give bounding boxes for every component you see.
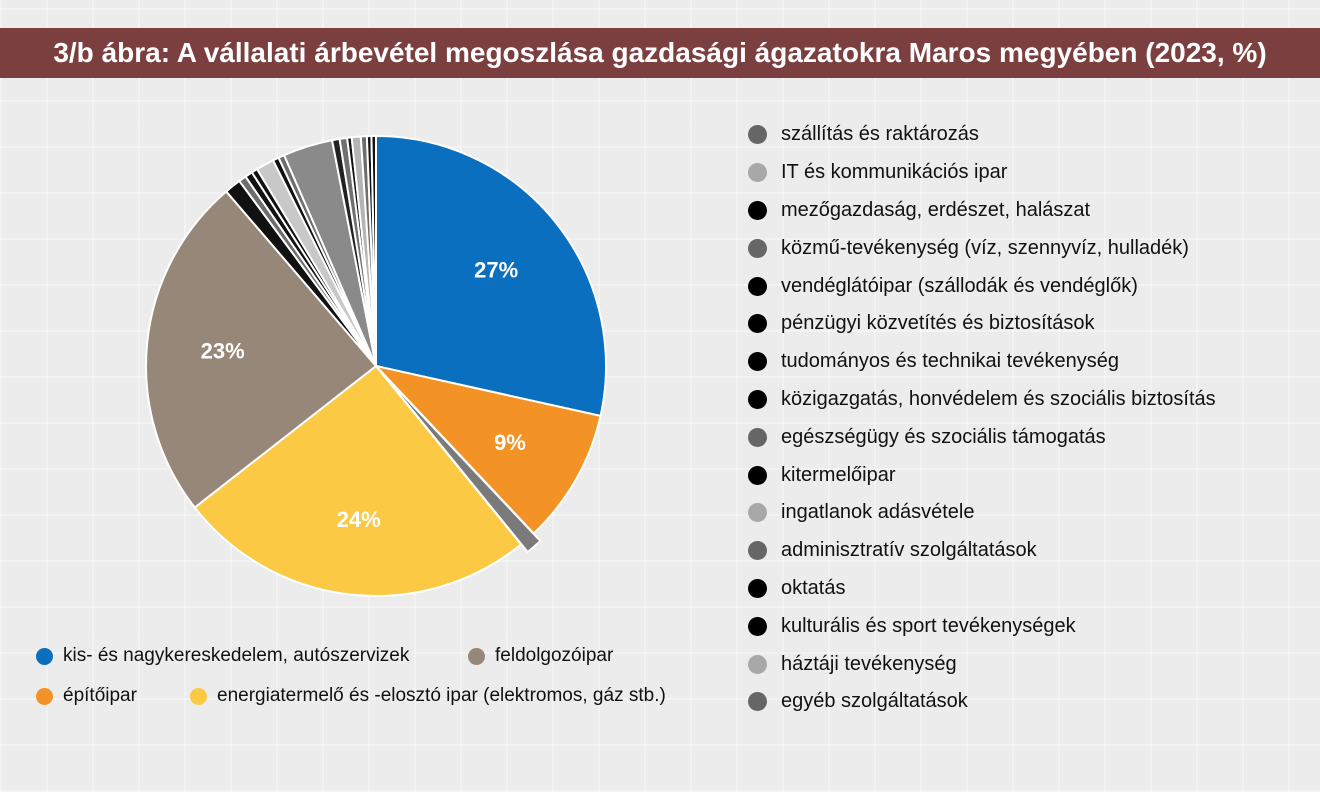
legend-item: háztáji tevékenység (748, 645, 1216, 683)
pie-slice (370, 134, 377, 367)
legend-dot (748, 238, 767, 258)
right-legend: szállítás és raktározás IT és kommunikáci… (748, 116, 1216, 721)
pie-slice (375, 134, 607, 418)
slice-label: 24% (337, 507, 381, 532)
legend-item: közmű-tevékenység (víz, szennyvíz, hulla… (748, 229, 1216, 267)
legend-item: IT és kommunikációs ipar (748, 154, 1216, 192)
legend-dot (748, 465, 767, 485)
legend-item: tudományos és technikai tevékenység (748, 343, 1216, 381)
legend-item: közigazgatás, honvédelem és szociális bi… (748, 381, 1216, 419)
legend-dot (748, 503, 767, 523)
legend-dot (36, 647, 53, 665)
legend-item: egyéb szolgáltatások (748, 683, 1216, 721)
legend-dot (748, 389, 767, 409)
legend-label: vendéglátóipar (szállodák és vendéglők) (781, 274, 1138, 297)
legend-item-energy: energiatermelő és -elosztó ipar (elektro… (190, 685, 666, 707)
legend-item-trade: kis- és nagykereskedelem, autószervizek (36, 645, 409, 667)
legend-item-manufacturing: feldolgozóipar (468, 645, 613, 667)
legend-label: közigazgatás, honvédelem és szociális bi… (781, 387, 1216, 410)
legend-label: ingatlanok adásvétele (781, 501, 975, 524)
slice-label: 23% (201, 339, 245, 364)
legend-item: pénzügyi közvetítés és biztosítások (748, 305, 1216, 343)
legend-dot (748, 616, 767, 636)
legend-dot (468, 647, 485, 665)
legend-label: kulturális és sport tevékenységek (781, 614, 1076, 637)
slice-label: 9% (494, 430, 526, 455)
legend-label: szállítás és raktározás (781, 123, 979, 146)
legend-dot (36, 687, 53, 705)
legend-label: IT és kommunikációs ipar (781, 161, 1008, 184)
legend-label: közmű-tevékenység (víz, szennyvíz, hulla… (781, 236, 1189, 259)
legend-label: energiatermelő és -elosztó ipar (elektro… (217, 685, 666, 706)
legend-label: háztáji tevékenység (781, 652, 957, 675)
legend-label: feldolgozóipar (495, 645, 614, 666)
legend-item: oktatás (748, 570, 1216, 608)
legend-label: egészségügy és szociális támogatás (781, 425, 1106, 448)
legend-dot (748, 427, 767, 447)
legend-dot (748, 200, 767, 220)
legend-label: mezőgazdaság, erdészet, halászat (781, 198, 1091, 221)
legend-item: kulturális és sport tevékenységek (748, 607, 1216, 645)
legend-label: oktatás (781, 576, 846, 599)
chart-title: 3/b ábra: A vállalati árbevétel megoszlá… (0, 28, 1320, 78)
pie-slice (145, 190, 378, 509)
legend-label: építőipar (63, 685, 137, 706)
legend-dot (748, 125, 767, 145)
legend-dot (748, 654, 767, 674)
legend-dot (748, 314, 767, 334)
legend-label: tudományos és technikai tevékenység (781, 350, 1119, 373)
legend-dot (748, 163, 767, 183)
legend-dot (748, 541, 767, 561)
legend-item: szállítás és raktározás (748, 116, 1216, 154)
legend-item-construction: építőipar (36, 685, 137, 707)
legend-label: kis- és nagykereskedelem, autószervizek (63, 645, 410, 666)
legend-item: ingatlanok adásvétele (748, 494, 1216, 532)
legend-dot (748, 578, 767, 598)
pie-slice (381, 372, 542, 554)
legend-item: egészségügy és szociális támogatás (748, 418, 1216, 456)
legend-label: kitermelőipar (781, 463, 896, 486)
legend-label: pénzügyi közvetítés és biztosítások (781, 312, 1095, 335)
legend-dot (190, 687, 207, 705)
legend-item: vendéglátóipar (szállodák és vendéglők) (748, 267, 1216, 305)
legend-label: egyéb szolgáltatások (781, 690, 968, 713)
slice-label: 27% (474, 258, 518, 283)
legend-dot (748, 276, 767, 296)
pie-slice (193, 364, 523, 597)
legend-item: mezőgazdaság, erdészet, halászat (748, 192, 1216, 230)
legend-item: adminisztratív szolgáltatások (748, 532, 1216, 570)
legend-label: adminisztratív szolgáltatások (781, 539, 1037, 562)
pie-slice (373, 364, 602, 535)
legend-dot (748, 352, 767, 372)
legend-item: kitermelőipar (748, 456, 1216, 494)
legend-dot (748, 692, 767, 712)
